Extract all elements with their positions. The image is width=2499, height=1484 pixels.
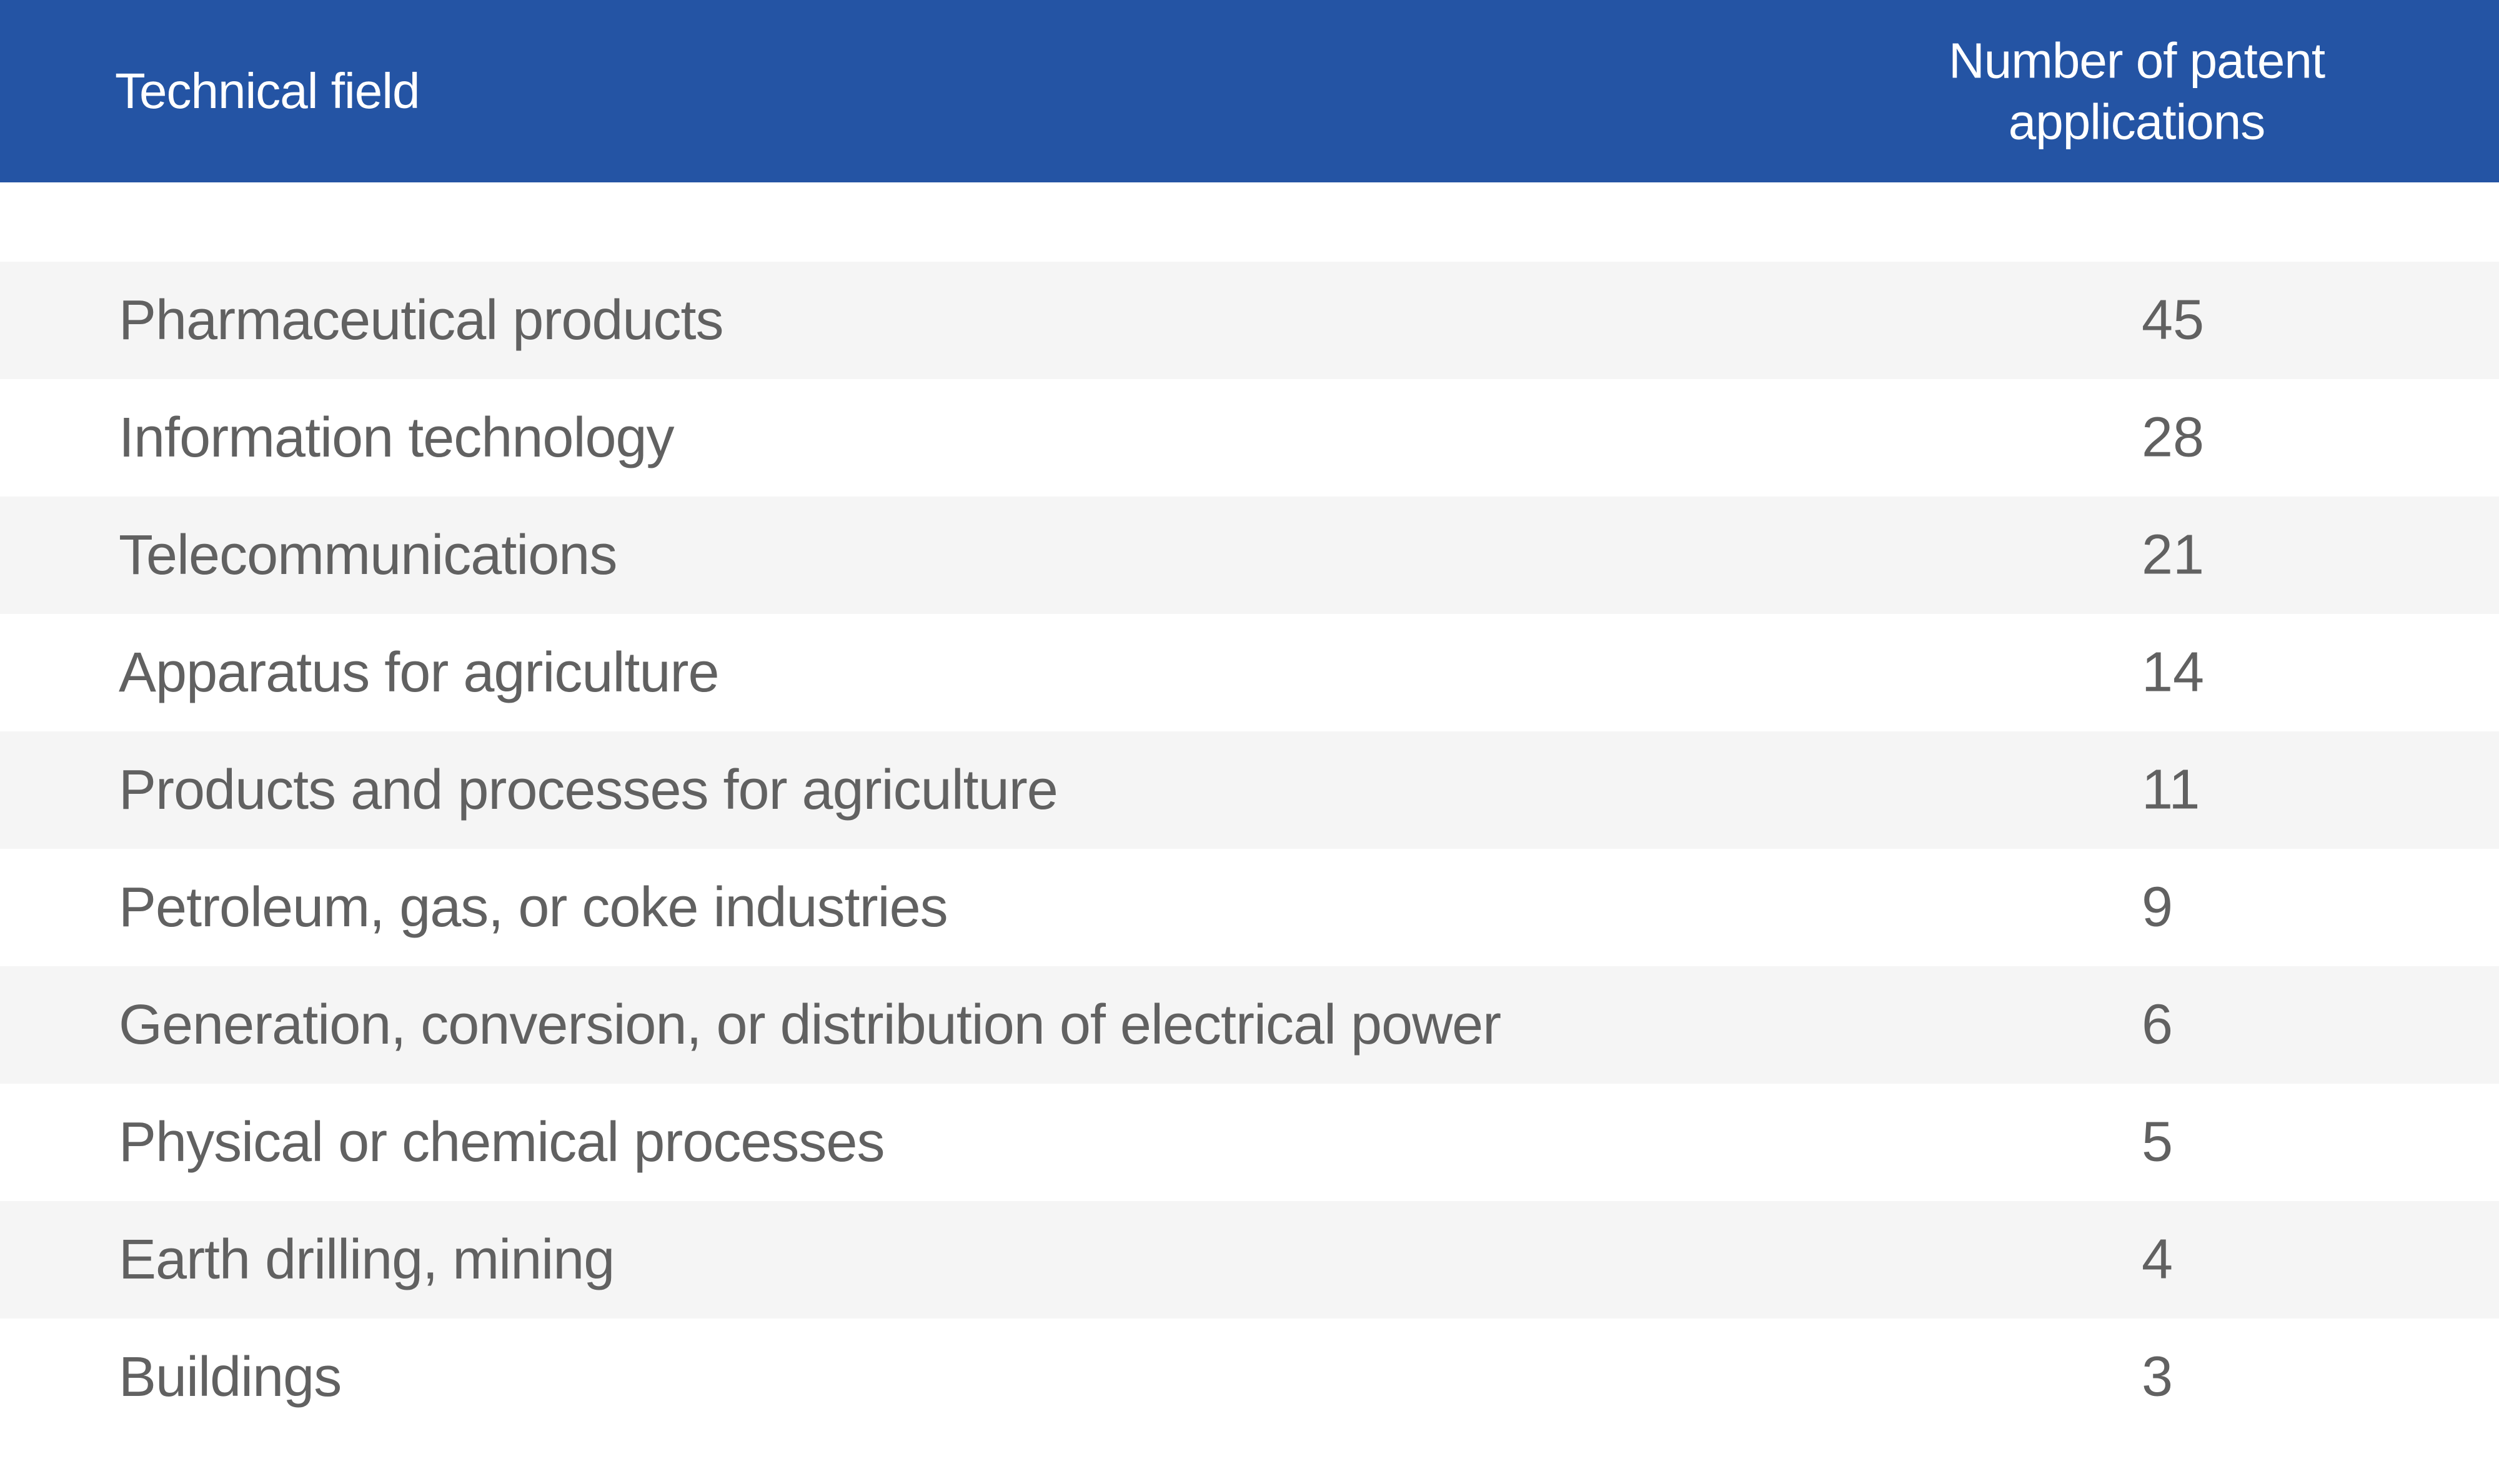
column-header-technical-field: Technical field [115, 63, 420, 119]
field-cell: Physical or chemical processes [119, 1111, 885, 1174]
table-body: Pharmaceutical products 45 Information t… [0, 262, 2499, 1436]
field-cell: Information technology [119, 406, 675, 469]
value-cell: 9 [2142, 876, 2174, 939]
value-cell: 6 [2142, 993, 2174, 1056]
value-cell: 45 [2142, 289, 2205, 352]
table-row: Buildings 3 [0, 1318, 2499, 1436]
table-header: Technical field Number of patent applica… [0, 0, 2499, 182]
table-row: Apparatus for agriculture 14 [0, 614, 2499, 731]
column-header-number-of-patent-applications: Number of patent applications [1948, 32, 2325, 149]
value-cell: 11 [2142, 758, 2200, 821]
table-row: Physical or chemical processes 5 [0, 1084, 2499, 1201]
table-row: Earth drilling, mining 4 [0, 1201, 2499, 1318]
value-cell: 28 [2142, 406, 2205, 469]
field-cell: Buildings [119, 1345, 342, 1408]
header-gap [0, 182, 2499, 262]
field-cell: Products and processes for agriculture [119, 758, 1058, 821]
table-row: Information technology 28 [0, 379, 2499, 497]
field-cell: Pharmaceutical products [119, 289, 723, 352]
field-cell: Earth drilling, mining [119, 1228, 615, 1291]
table-row: Telecommunications 21 [0, 497, 2499, 614]
field-cell: Petroleum, gas, or coke industries [119, 876, 948, 939]
table-row: Pharmaceutical products 45 [0, 262, 2499, 379]
table-row: Generation, conversion, or distribution … [0, 966, 2499, 1084]
value-cell: 5 [2142, 1111, 2174, 1174]
value-cell: 21 [2142, 523, 2205, 586]
value-cell: 4 [2142, 1228, 2174, 1291]
value-cell: 14 [2142, 641, 2205, 704]
table-row: Petroleum, gas, or coke industries 9 [0, 849, 2499, 966]
table-row: Products and processes for agriculture 1… [0, 731, 2499, 849]
value-cell: 3 [2142, 1345, 2174, 1408]
field-cell: Apparatus for agriculture [119, 641, 720, 704]
field-cell: Generation, conversion, or distribution … [119, 993, 1501, 1056]
field-cell: Telecommunications [119, 523, 617, 586]
